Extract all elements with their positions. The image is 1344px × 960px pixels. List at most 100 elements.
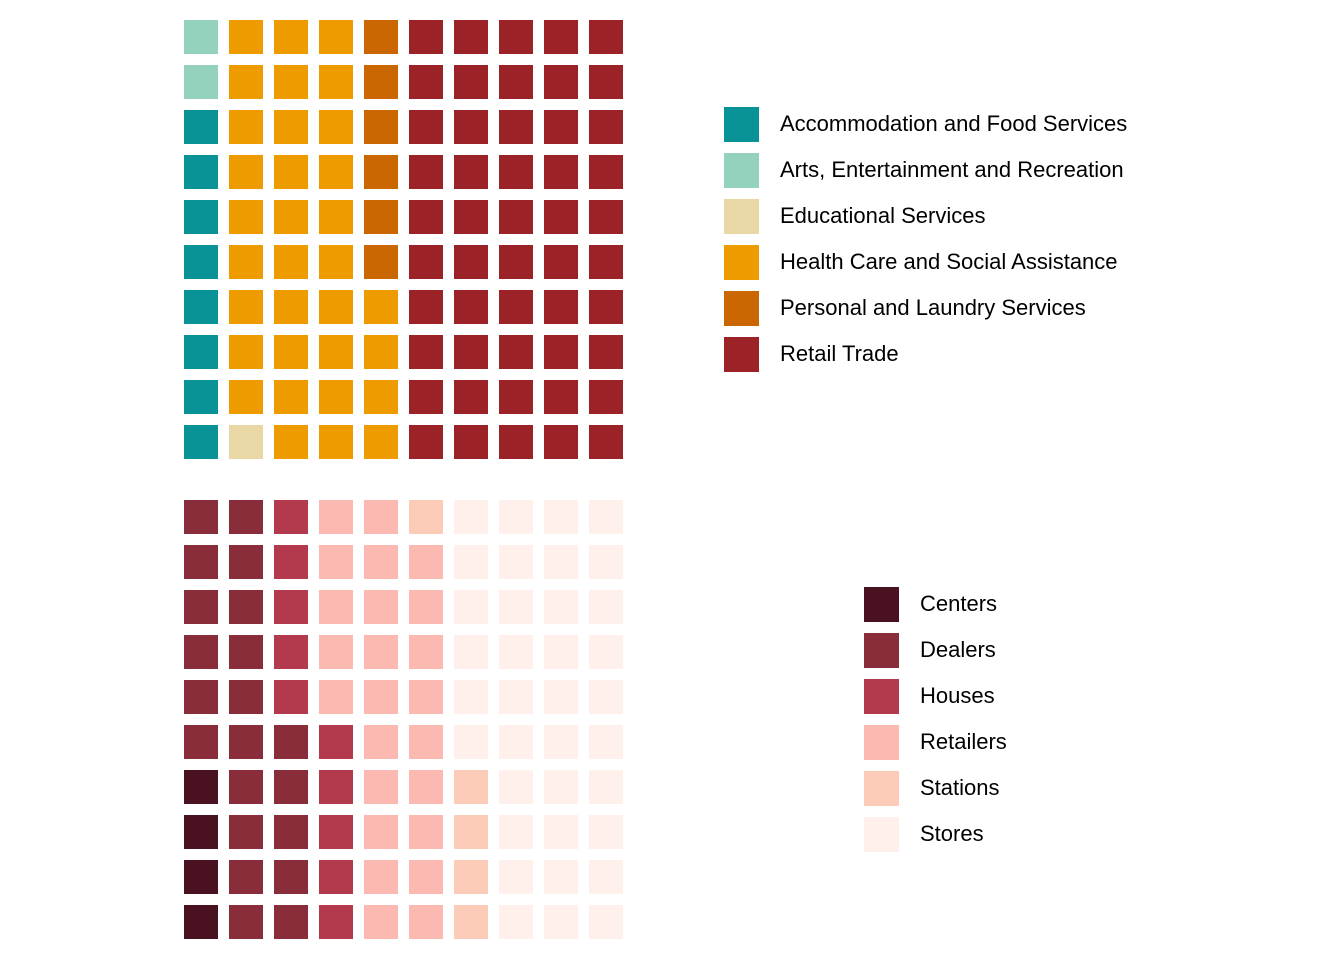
waffle-cell xyxy=(364,245,398,279)
waffle-cell xyxy=(589,635,623,669)
waffle-cell xyxy=(184,245,218,279)
waffle-cell xyxy=(319,335,353,369)
waffle-cell xyxy=(319,20,353,54)
waffle-cell xyxy=(274,635,308,669)
waffle-cell xyxy=(274,425,308,459)
waffle-cell xyxy=(319,245,353,279)
waffle-cell xyxy=(409,20,443,54)
waffle-cell xyxy=(409,680,443,714)
waffle-cell xyxy=(499,860,533,894)
waffle-cell xyxy=(229,155,263,189)
waffle-cell xyxy=(409,770,443,804)
waffle-cell xyxy=(544,110,578,144)
waffle-cell xyxy=(229,590,263,624)
waffle-cell xyxy=(499,245,533,279)
waffle-cell xyxy=(364,200,398,234)
legend-swatch xyxy=(724,290,759,326)
waffle-cell xyxy=(184,905,218,939)
waffle-cell xyxy=(319,200,353,234)
waffle-cell xyxy=(229,290,263,324)
waffle-cell xyxy=(319,860,353,894)
waffle-cell xyxy=(409,380,443,414)
waffle-cell xyxy=(364,815,398,849)
waffle-cell xyxy=(184,290,218,324)
waffle-cell xyxy=(274,290,308,324)
waffle-cell xyxy=(454,335,488,369)
waffle-cell xyxy=(589,905,623,939)
legend-item-stores: Stores xyxy=(864,811,1007,857)
waffle-cell xyxy=(409,815,443,849)
waffle-cell xyxy=(184,110,218,144)
waffle-cell xyxy=(274,815,308,849)
waffle-cell xyxy=(274,500,308,534)
waffle-cell xyxy=(499,635,533,669)
legend-label: Educational Services xyxy=(780,203,986,228)
legend-swatch xyxy=(864,678,899,714)
waffle-cell xyxy=(589,20,623,54)
waffle-cell xyxy=(319,635,353,669)
legend-label: Retailers xyxy=(920,729,1007,754)
waffle-cell xyxy=(544,725,578,759)
waffle-cell xyxy=(454,425,488,459)
waffle-grid-1 xyxy=(184,20,623,459)
legend-swatch xyxy=(724,152,759,188)
waffle-cell xyxy=(544,335,578,369)
waffle-cell xyxy=(274,20,308,54)
legend-item-retailers: Retailers xyxy=(864,719,1007,765)
waffle-cell xyxy=(364,110,398,144)
waffle-cell xyxy=(589,380,623,414)
waffle-cell xyxy=(274,590,308,624)
waffle-cell xyxy=(319,500,353,534)
waffle-cell xyxy=(589,155,623,189)
waffle-cell xyxy=(409,905,443,939)
waffle-cell xyxy=(409,335,443,369)
waffle-cell xyxy=(454,590,488,624)
waffle-cell xyxy=(319,590,353,624)
legend-label: Accommodation and Food Services xyxy=(780,111,1128,136)
waffle-cell xyxy=(184,155,218,189)
waffle-cell xyxy=(364,770,398,804)
waffle-cell xyxy=(589,590,623,624)
waffle-cell xyxy=(319,65,353,99)
waffle-cell xyxy=(589,425,623,459)
waffle-cell xyxy=(229,20,263,54)
waffle-cell xyxy=(454,770,488,804)
waffle-cell xyxy=(454,380,488,414)
waffle-cell xyxy=(589,815,623,849)
waffle-cell xyxy=(319,770,353,804)
waffle-cell xyxy=(409,425,443,459)
waffle-cell xyxy=(319,380,353,414)
waffle-cell xyxy=(454,860,488,894)
waffle-cell xyxy=(454,200,488,234)
waffle-cell xyxy=(499,290,533,324)
waffle-cell xyxy=(319,155,353,189)
waffle-cell xyxy=(184,680,218,714)
waffle-cell xyxy=(184,380,218,414)
legend-label: Health Care and Social Assistance xyxy=(780,249,1118,274)
waffle-cell xyxy=(499,815,533,849)
legend-swatch xyxy=(864,724,899,760)
waffle-cell xyxy=(454,680,488,714)
waffle-cell xyxy=(544,245,578,279)
waffle-cell xyxy=(544,815,578,849)
legend-label: Retail Trade xyxy=(780,341,899,366)
waffle-cell xyxy=(229,425,263,459)
waffle-cell xyxy=(544,905,578,939)
waffle-cell xyxy=(229,725,263,759)
waffle-cell xyxy=(454,905,488,939)
waffle-cell xyxy=(184,500,218,534)
legend-industry: Accommodation and Food Services Arts, En… xyxy=(724,101,1127,377)
waffle-cell xyxy=(229,635,263,669)
waffle-cell xyxy=(364,65,398,99)
waffle-cell xyxy=(454,545,488,579)
legend-label: Personal and Laundry Services xyxy=(780,295,1086,320)
waffle-cell xyxy=(499,590,533,624)
waffle-cell xyxy=(409,155,443,189)
waffle-cell xyxy=(319,905,353,939)
waffle-cell xyxy=(499,905,533,939)
legend-item-centers: Centers xyxy=(864,581,1007,627)
waffle-cell xyxy=(454,110,488,144)
waffle-cell xyxy=(409,245,443,279)
legend-item-educational: Educational Services xyxy=(724,193,1127,239)
waffle-cell xyxy=(409,590,443,624)
